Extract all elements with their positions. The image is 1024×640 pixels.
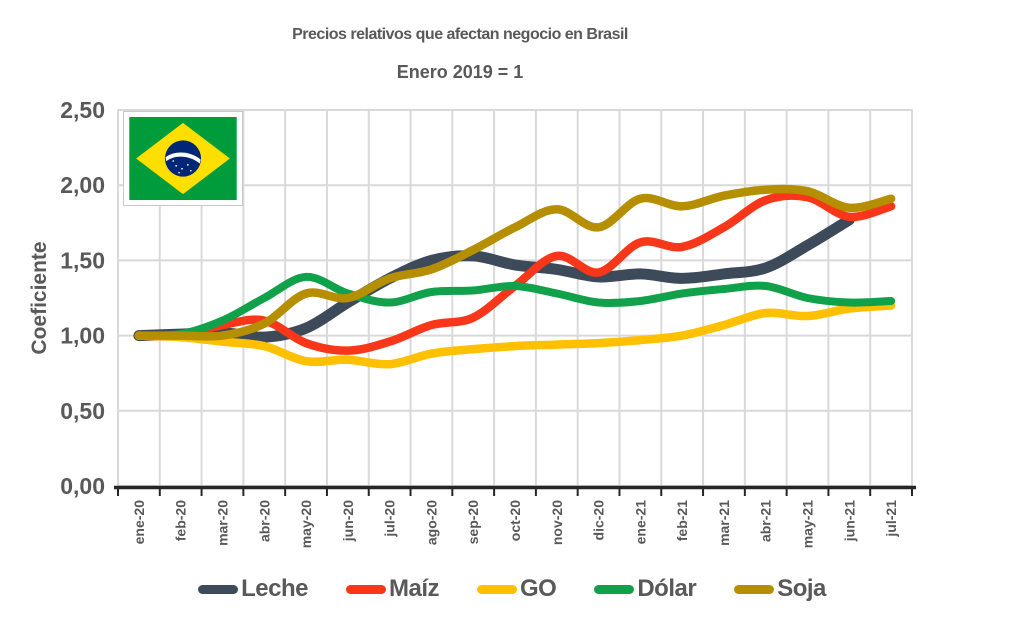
legend: Leche Maíz GO Dólar Soja [0, 577, 1024, 601]
series-line-dólar [134, 272, 896, 340]
legend-item-maíz: Maíz [345, 575, 440, 602]
legend-marker-leche [198, 584, 239, 594]
series-line-soja [134, 184, 896, 341]
legend-label: Dólar [637, 575, 697, 602]
svg-text:0,50: 0,50 [60, 398, 105, 424]
svg-text:sep-20: sep-20 [465, 500, 481, 545]
svg-text:jul-20: jul-20 [382, 500, 398, 538]
legend-item-dólar: Dólar [594, 575, 697, 602]
legend-label: Soja [777, 575, 826, 602]
svg-text:jun-21: jun-21 [841, 500, 857, 542]
svg-text:abr-20: abr-20 [256, 500, 272, 542]
chart-title: Precios relativos que afectan negocio en… [292, 26, 628, 43]
svg-text:dic-20: dic-20 [591, 500, 607, 541]
chart-subtitle: Enero 2019 = 1 [396, 62, 524, 82]
legend-marker-go [477, 584, 517, 594]
legend-label: Maíz [388, 575, 440, 602]
svg-text:jul-21: jul-21 [883, 500, 899, 538]
svg-text:abr-21: abr-21 [758, 500, 774, 542]
svg-text:jun-20: jun-20 [340, 500, 356, 542]
svg-text:2,50: 2,50 [60, 97, 105, 123]
legend-item-soja: Soja [734, 577, 826, 601]
x-tick-labels: ene-20 feb-20 mar-20 abr-20 may-20 jun-20 jul-… [131, 500, 899, 548]
legend-item-go: GO [477, 575, 557, 602]
legend-marker-dólar [594, 584, 635, 594]
legend-marker-soja [734, 584, 775, 594]
svg-text:ene-21: ene-21 [632, 500, 648, 545]
svg-text:0,00: 0,00 [60, 473, 105, 499]
svg-text:nov-20: nov-20 [549, 500, 565, 545]
legend-label: GO [520, 575, 557, 602]
svg-text:1,50: 1,50 [60, 247, 105, 273]
svg-text:2,00: 2,00 [60, 172, 105, 198]
svg-text:may-20: may-20 [298, 500, 314, 548]
legend-label: Leche [241, 575, 308, 602]
x-axis [114, 485, 916, 496]
series-line-go [134, 301, 896, 369]
brazil-flag-icon [129, 117, 237, 200]
svg-text:oct-20: oct-20 [507, 500, 523, 541]
svg-text:may-21: may-21 [800, 500, 816, 548]
y-tick-labels: 0,00 0,50 1,00 1,50 2,00 2,50 [60, 97, 105, 499]
series-lines [133, 184, 896, 369]
svg-text:ago-20: ago-20 [423, 500, 439, 545]
legend-item-leche: Leche [198, 577, 308, 601]
svg-text:mar-20: mar-20 [214, 500, 230, 546]
series-line-leche [133, 214, 855, 343]
legend-marker-maíz [345, 584, 386, 594]
svg-text:ene-20: ene-20 [131, 500, 147, 545]
svg-text:feb-21: feb-21 [674, 500, 690, 541]
brazil-flag-card [123, 111, 243, 206]
svg-text:mar-21: mar-21 [716, 500, 732, 546]
svg-text:feb-20: feb-20 [173, 500, 189, 541]
svg-text:1,00: 1,00 [60, 323, 105, 349]
